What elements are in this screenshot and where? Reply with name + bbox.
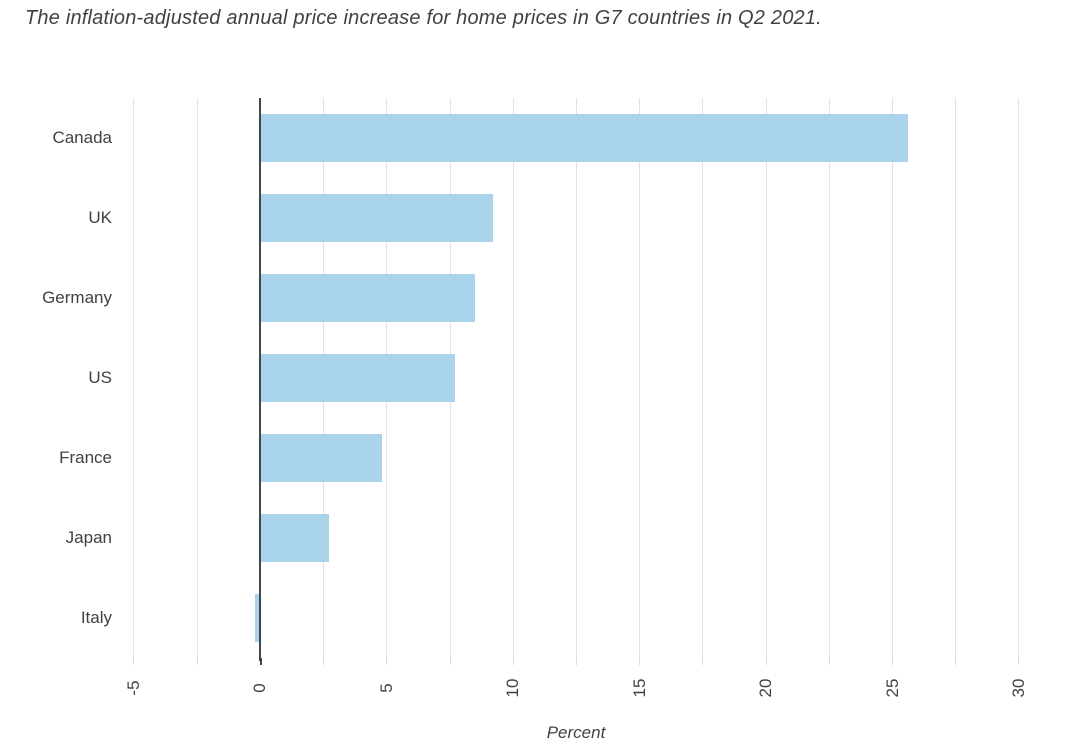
gridline [828,98,830,658]
x-tick-mark [323,658,325,665]
zero-axis-line [259,98,262,661]
category-label-us: US [88,368,112,387]
x-tick-label: 10 [503,678,523,698]
x-tick-mark [955,658,957,665]
gridline [702,98,704,658]
x-tick-label: 20 [756,678,776,698]
gridline [955,98,957,658]
x-tick-mark [892,658,894,665]
x-tick-label: 0 [250,683,270,693]
gridline [196,98,198,658]
x-tick-mark [575,658,577,665]
bar-us [260,354,456,402]
bar-canada [260,114,908,162]
bar-uk [260,194,494,242]
gridline [765,98,767,658]
gridline [512,98,514,658]
x-tick-label: 15 [629,678,649,698]
category-label-italy: Italy [80,608,112,627]
x-tick-label: 5 [376,683,396,693]
gridline [1018,98,1020,658]
x-tick-mark [196,658,198,665]
gridline [575,98,577,658]
gridline [892,98,894,658]
x-tick-mark [639,658,641,665]
bar-japan [260,514,329,562]
bar-italy [255,594,261,642]
x-tick-mark [765,658,767,665]
x-tick-label: 30 [1008,678,1028,698]
bar-germany [260,274,476,322]
x-tick-label: 25 [882,678,902,698]
chart-title: The inflation-adjusted annual price incr… [25,7,822,29]
category-label-uk: UK [88,208,112,227]
bar-france [260,434,382,482]
x-tick-mark [133,658,135,665]
x-tick-mark [1018,658,1020,665]
category-label-japan: Japan [65,528,112,547]
x-axis-label: Percent [546,723,606,742]
x-tick-mark [386,658,388,665]
x-tick-label: -5 [123,680,143,696]
x-tick-mark [512,658,514,665]
gridline [133,98,135,658]
x-tick-mark [259,658,262,665]
category-label-canada: Canada [52,128,112,147]
category-label-germany: Germany [42,288,112,307]
x-tick-mark [449,658,451,665]
gridline [639,98,641,658]
x-tick-mark [828,658,830,665]
category-label-france: France [59,448,112,467]
x-tick-mark [702,658,704,665]
